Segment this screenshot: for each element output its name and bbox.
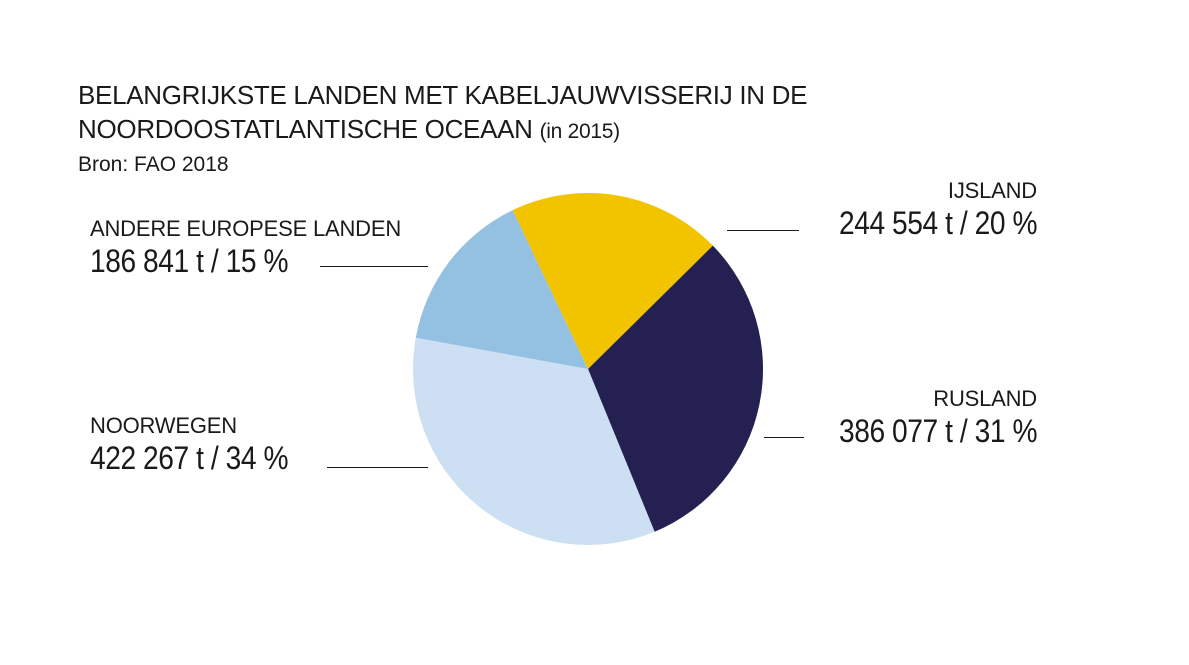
chart-title-line1: BELANGRIJKSTE LANDEN MET KABELJAUWVISSER…	[78, 80, 808, 110]
pie-slice-noorwegen	[413, 337, 655, 546]
label-ijsland-name: IJSLAND	[947, 178, 1037, 203]
chart-title: BELANGRIJKSTE LANDEN MET KABELJAUWVISSER…	[78, 78, 808, 149]
chart-title-line2: NOORDOOSTATLANTISCHE OCEAAN (in 2015)	[78, 112, 807, 149]
pie-slice-ijsland	[512, 192, 713, 369]
label-rusland: RUSLAND 386 077 t / 31 %	[812, 386, 1037, 450]
label-andere-value: 186 841 t / 15 %	[90, 243, 289, 279]
chart-title-main: NOORDOOSTATLANTISCHE OCEAAN	[78, 114, 533, 144]
leader-line-ijsland	[727, 230, 799, 231]
label-ijsland: IJSLAND 244 554 t / 20 %	[812, 178, 1037, 242]
label-noorwegen-name: NOORWEGEN	[90, 413, 237, 438]
leader-line-rusland	[764, 437, 804, 438]
chart-title-note: (in 2015)	[539, 120, 620, 143]
label-rusland-name: RUSLAND	[933, 386, 1037, 411]
leader-line-noorwegen	[327, 467, 428, 468]
pie-slice-andere	[415, 210, 588, 369]
chart-source: Bron: FAO 2018	[78, 153, 229, 176]
label-noorwegen-value: 422 267 t / 34 %	[90, 440, 289, 476]
leader-line-andere	[320, 266, 428, 267]
label-andere: ANDERE EUROPESE LANDEN 186 841 t / 15 %	[90, 216, 401, 280]
label-ijsland-value: 244 554 t / 20 %	[838, 205, 1037, 241]
label-rusland-value: 386 077 t / 31 %	[838, 413, 1037, 449]
pie-slice-rusland	[588, 245, 764, 532]
label-andere-name: ANDERE EUROPESE LANDEN	[90, 216, 402, 241]
label-noorwegen: NOORWEGEN 422 267 t / 34 %	[90, 413, 315, 477]
